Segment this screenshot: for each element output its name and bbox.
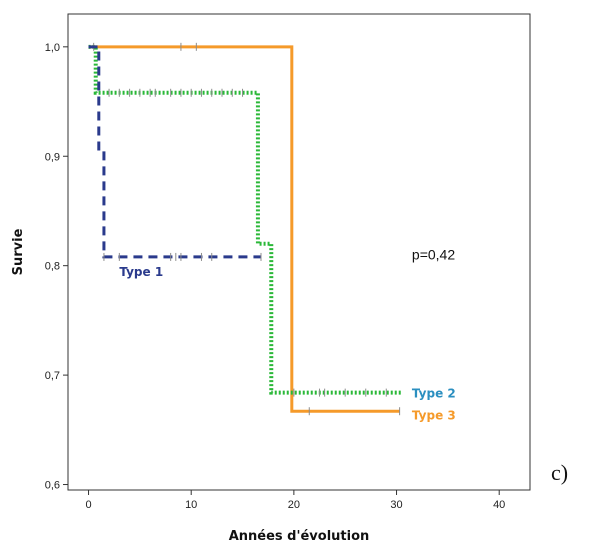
y-tick-label: 1,0: [45, 42, 60, 54]
series-type-2: Type 2: [88, 42, 456, 401]
y-tick-label: 0,9: [45, 151, 60, 163]
series-label-type-2: Type 2: [412, 387, 456, 401]
x-tick-label: 30: [390, 499, 402, 511]
series-label-type-3: Type 3: [412, 408, 456, 422]
y-tick-label: 0,8: [45, 261, 60, 273]
series-type-1: Type 1: [88, 45, 262, 279]
series-type-3: Type 3: [88, 42, 456, 422]
panel-label: c): [551, 460, 569, 485]
series-label-type-1: Type 1: [119, 265, 163, 279]
y-axis-title: Survie: [11, 228, 26, 275]
p-value-annotation: p=0,42: [412, 247, 455, 263]
x-tick-label: 40: [493, 499, 505, 511]
axes: 0 10 20 30 40 0,6 0,7 0,8 0,9 1,0: [45, 42, 506, 511]
y-tick-label: 0,7: [45, 370, 60, 382]
x-axis-title: Années d'évolution: [229, 529, 370, 544]
x-tick-label: 20: [288, 499, 300, 511]
x-tick-label: 0: [85, 499, 91, 511]
plot-frame: [67, 13, 531, 491]
series-layer: Type 3 Type 2 Type 1: [88, 42, 456, 422]
x-tick-label: 10: [185, 499, 197, 511]
series-line-type-1: [88, 45, 262, 259]
series-line-type-2: [88, 44, 402, 395]
y-tick-label: 0,6: [45, 480, 60, 492]
series-line-type-3: [88, 45, 400, 413]
